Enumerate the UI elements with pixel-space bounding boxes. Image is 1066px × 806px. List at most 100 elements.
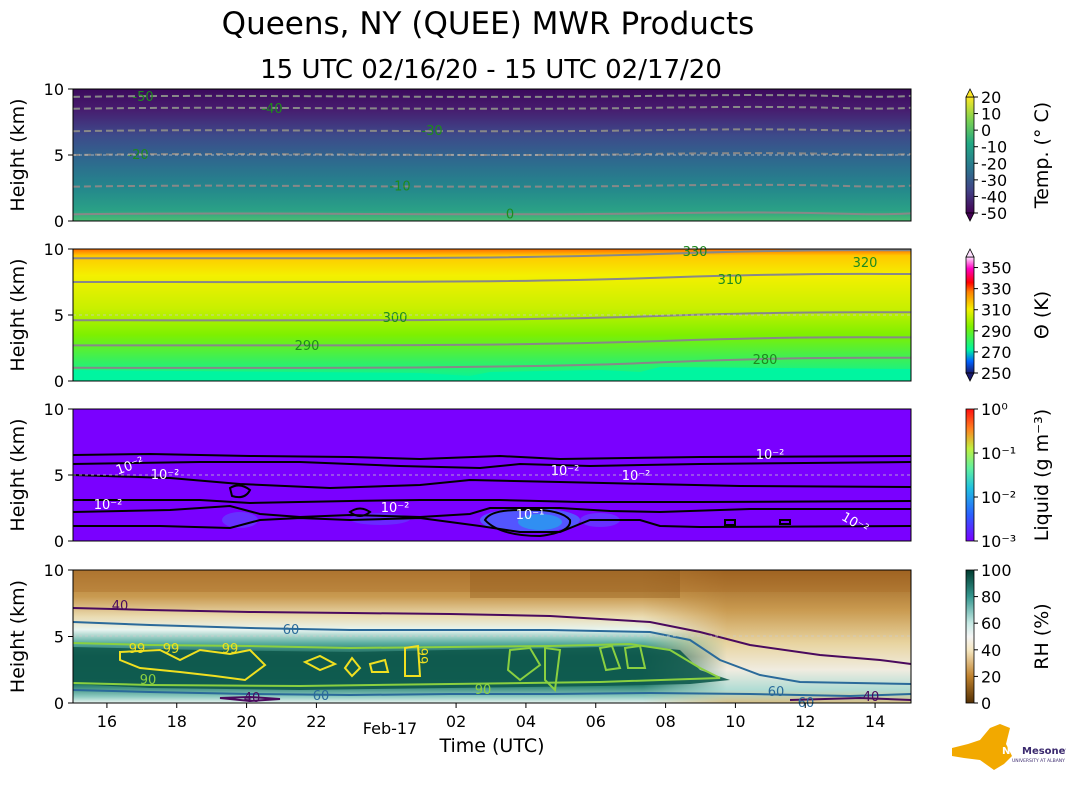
temperature-contour-label: 0 [506, 207, 514, 222]
liquid-contour-label: 10⁻² [151, 468, 180, 483]
y-tick-label: 5 [54, 306, 64, 325]
theta-contour [72, 356, 912, 369]
x-tick-label: 08 [655, 712, 675, 731]
rh-contour-label: 90 [475, 683, 492, 698]
temperature-contour [72, 152, 912, 156]
y-tick-label: 10 [44, 561, 64, 580]
x-tick-label: 02 [446, 712, 466, 731]
x-tick-label: 06 [586, 712, 606, 731]
figure-title: Queens, NY (QUEE) MWR Products [221, 6, 755, 42]
liquid-contour-label: 10⁻² [381, 501, 410, 516]
logo-subtext: UNIVERSITY AT ALBANY [1012, 758, 1065, 764]
temperature-panel: 0 -10 -20 -30 -40 -50 [72, 88, 912, 222]
y-tick-label: 0 [54, 212, 64, 231]
colorbar [965, 408, 975, 542]
rh-contours [72, 607, 912, 703]
liquid-contour-label: 10⁻¹ [516, 508, 545, 523]
colorbar-tick-label: 250 [981, 364, 1012, 383]
temperature-contour [72, 183, 912, 188]
x-tick-label: 04 [516, 712, 536, 731]
liquid-contour-label: 10⁻² [756, 448, 785, 463]
logo-nys-text: NYS [1002, 746, 1025, 757]
theta-contour-label: 300 [383, 311, 408, 326]
liquid-panel: 10⁻² 10⁻²10⁻² 10⁻²10⁻² 10⁻²10⁻²10⁻¹ 10⁻² [72, 408, 912, 542]
colorbar-tick-label: 310 [981, 301, 1012, 320]
theta-contour [72, 272, 912, 284]
x-tick-label: 22 [306, 712, 326, 731]
rh-contour-label: 99 [163, 642, 180, 657]
theta-contour-label: 280 [753, 353, 778, 368]
colorbar-tick-label: 60 [981, 614, 1001, 633]
y-axis-label: Height (km) [7, 258, 29, 371]
temperature-contour [72, 94, 912, 98]
rh-contour-label: 60 [283, 623, 300, 638]
colorbar-tick-label: 350 [981, 259, 1012, 278]
theta-low-band [73, 367, 911, 381]
colorbar-label: Liquid (g m⁻³) [1031, 409, 1053, 541]
colorbar-tick-label: 0 [981, 694, 991, 713]
x-axis: 16 18 20 22 02 04 06 08 10 12 14 [97, 703, 885, 731]
temperature-contour-label: -30 [421, 124, 442, 139]
colorbar-tick-label: 10⁻² [981, 488, 1016, 507]
colorbar-tick-label: 20 [981, 667, 1001, 686]
theta-contour-label: 290 [295, 339, 320, 354]
temperature-contours: 0 -10 -20 -30 -40 -50 [72, 90, 912, 222]
colorbar-label: Temp. (° C) [1031, 102, 1053, 209]
x-tick-label: 16 [97, 712, 117, 731]
colorbar-tick-label: 10⁰ [981, 400, 1008, 419]
colorbar-tick-label: -20 [981, 154, 1007, 173]
temperature-contour-label: -50 [132, 90, 153, 105]
colorbar-label: RH (%) [1031, 603, 1053, 669]
x-tick-label: 20 [236, 712, 256, 731]
y-tick-label: 0 [54, 532, 64, 551]
rh-contour-label: 99 [129, 642, 146, 657]
theta-contour-label: 330 [683, 245, 708, 260]
colorbar [965, 256, 975, 374]
colorbar-tick-label: -40 [981, 187, 1007, 206]
colorbar-tick-label: 80 [981, 588, 1001, 607]
colorbar-tick-label: 10 [981, 105, 1001, 124]
y-tick-label: 0 [54, 694, 64, 713]
temperature-contour-label: -20 [127, 148, 148, 163]
colorbar [965, 569, 975, 704]
colorbar-tick-label: 290 [981, 322, 1012, 341]
y-tick-label: 5 [54, 146, 64, 165]
rh-contour-label: 40 [244, 691, 261, 706]
theta-contour-label: 320 [853, 256, 878, 271]
nys-mesonet-logo: NYS Mesonet UNIVERSITY AT ALBANY [952, 724, 1066, 770]
temperature-contour-label: -10 [389, 180, 410, 195]
colorbar-label: Θ (K) [1031, 291, 1053, 339]
temperature-contour [72, 211, 912, 216]
temperature-contour [72, 105, 912, 110]
x-tick-label: 18 [167, 712, 187, 731]
liquid-contour-label: 10⁻² [622, 469, 651, 484]
rh-contour-label: 40 [863, 690, 880, 705]
rh-contour-label: 60 [313, 689, 330, 704]
y-tick-label: 10 [44, 80, 64, 99]
colorbar-tick-label: -50 [981, 204, 1007, 223]
rh-contour-label: 99 [414, 648, 429, 665]
colorbar-tick-label: 20 [981, 88, 1001, 107]
theta-contour [72, 311, 912, 322]
colorbar-tick-label: 10⁻¹ [981, 444, 1016, 463]
theta-contour [72, 336, 912, 347]
rh-contour-label: 99 [222, 642, 239, 657]
y-tick-label: 10 [44, 400, 64, 419]
theta-contour-label: 310 [718, 273, 743, 288]
colorbar-tick-label: 330 [981, 280, 1012, 299]
colorbar-tick-label: 100 [981, 561, 1012, 580]
colorbar-tick-label: 270 [981, 343, 1012, 362]
x-tick-label: 14 [865, 712, 885, 731]
y-axis-label: Height (km) [7, 98, 29, 211]
y-axes: 0 5 10 Height (km) 0 5 10 Height (km) 0 5 10 Height… [7, 80, 73, 713]
logo-mesonet-text: Mesonet [1022, 746, 1066, 757]
theta-panel: 280 290 300 310 320 330 [72, 245, 912, 382]
rh-contour-label: 90 [140, 673, 157, 688]
colorbar-extend-top [965, 248, 975, 258]
liquid-contour-label: 10⁻² [94, 498, 123, 513]
colorbar-tick-label: -10 [981, 138, 1007, 157]
liquid-contour-labels: 10⁻² 10⁻²10⁻² 10⁻²10⁻² 10⁻²10⁻²10⁻¹ 10⁻² [94, 448, 871, 537]
